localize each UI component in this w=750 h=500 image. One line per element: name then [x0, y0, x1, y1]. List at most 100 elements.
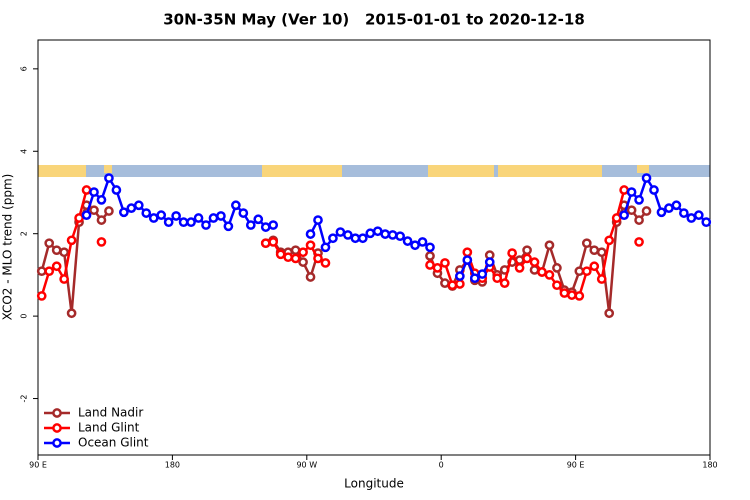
data-point [492, 273, 503, 284]
data-point [275, 249, 286, 260]
data-point [260, 238, 271, 249]
data-point [260, 222, 271, 232]
data-point [619, 210, 629, 220]
data-point [656, 207, 667, 218]
data-point [148, 213, 159, 223]
data-point [507, 248, 517, 258]
land-strip [38, 165, 86, 177]
x-tick-label: 180 [702, 461, 717, 470]
data-point [589, 245, 600, 256]
data-point [133, 200, 144, 211]
data-point [268, 220, 279, 230]
data-point [469, 273, 480, 284]
legend-marker [52, 423, 62, 433]
data-point [626, 205, 637, 216]
data-point [283, 252, 293, 263]
data-point [425, 251, 435, 261]
data-point [290, 253, 301, 264]
data-point [604, 235, 615, 246]
data-point [44, 266, 55, 277]
data-point [59, 247, 69, 258]
data-point [51, 261, 62, 272]
data-point [119, 207, 129, 218]
data-point [253, 214, 264, 225]
chart-title: 30N-35N May (Ver 10) 2015-01-01 to 2020-… [163, 11, 585, 29]
y-tick-label: 2 [20, 231, 29, 236]
data-point [298, 257, 308, 267]
data-point [111, 185, 122, 195]
legend-label: Land Nadir [78, 406, 143, 420]
data-point [178, 217, 189, 228]
data-point [425, 242, 435, 253]
data-point [686, 213, 697, 223]
legend-label: Land Glint [78, 421, 140, 435]
data-point [343, 230, 353, 240]
y-tick-label: 0 [20, 314, 29, 319]
data-point [447, 280, 458, 291]
data-point [66, 308, 77, 319]
land-strip [104, 165, 112, 173]
y-tick-label: 6 [20, 66, 29, 71]
data-point [156, 210, 167, 220]
data-point [328, 233, 338, 244]
data-point [51, 245, 62, 256]
data-point [477, 269, 488, 279]
data-point [268, 237, 279, 247]
data-point [552, 280, 562, 291]
land-mask-strip [38, 165, 710, 177]
data-point [186, 217, 196, 228]
series [81, 173, 712, 284]
data-point [581, 266, 592, 277]
data-point [104, 206, 114, 216]
x-tick-label: 180 [165, 461, 180, 470]
data-point [701, 217, 712, 228]
series [36, 200, 652, 319]
data-point [372, 226, 383, 237]
land-strip [637, 165, 649, 173]
data-point [395, 231, 405, 242]
data-point [96, 237, 107, 247]
ocean-strip [38, 165, 710, 177]
data-point [484, 257, 495, 267]
data-point [74, 213, 84, 223]
land-strip [498, 165, 602, 177]
data-point [619, 185, 629, 195]
data-point [410, 240, 420, 251]
data-point [626, 187, 637, 197]
land-strip [262, 165, 342, 177]
data-point [611, 213, 622, 223]
x-tick-label: 90 E [29, 461, 47, 470]
data-point [89, 205, 99, 216]
data-point [634, 215, 644, 225]
x-axis-label: Longitude [344, 477, 404, 491]
data-point [313, 215, 323, 225]
data-point [596, 247, 607, 258]
data-point [96, 215, 107, 225]
data-point [66, 235, 77, 246]
data-point [589, 261, 600, 272]
data-point [335, 227, 346, 237]
data-point [201, 220, 211, 230]
data-point [462, 255, 473, 265]
data-point [380, 229, 391, 239]
data-point [544, 270, 555, 280]
data-point [223, 221, 234, 232]
x-tick-label: 0 [439, 461, 444, 470]
data-point [320, 258, 331, 268]
x-tick-label: 90 E [567, 461, 585, 470]
data-point [499, 278, 510, 288]
data-point [679, 208, 689, 218]
data-point [357, 233, 368, 244]
data-point [193, 213, 204, 223]
data-point [440, 278, 450, 288]
data-point [81, 210, 92, 220]
data-point [693, 210, 704, 220]
data-point [59, 274, 69, 284]
data-point [641, 206, 652, 216]
data-point [305, 240, 316, 251]
data-point [559, 288, 570, 298]
land-strip [428, 165, 494, 177]
data-point [350, 233, 361, 244]
data-point [634, 237, 644, 247]
